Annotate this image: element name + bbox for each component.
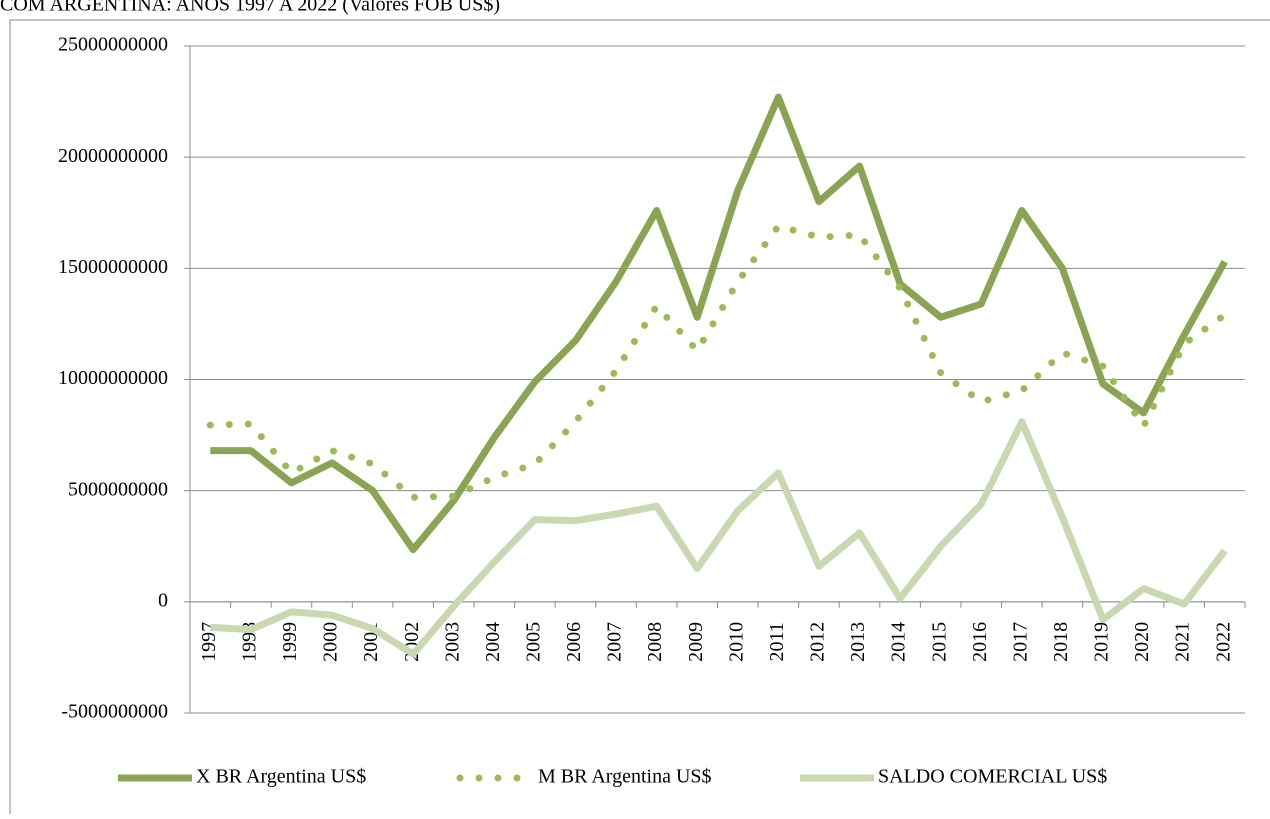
- x-tick-label: 2020: [1131, 622, 1153, 662]
- x-tick-label: 2009: [685, 622, 707, 662]
- x-tick-label: 2004: [482, 622, 504, 662]
- x-tick-label: 1997: [198, 622, 220, 662]
- series-line: [210, 93, 1228, 554]
- y-tick-label: 20000000000: [58, 145, 168, 167]
- x-tick-label: 2018: [1050, 622, 1072, 662]
- x-tick-label: 2022: [1212, 622, 1234, 662]
- x-tick-label: 2015: [928, 622, 950, 662]
- x-tick-label: 2008: [644, 622, 666, 662]
- series-line: [210, 418, 1228, 658]
- y-tick-label: 0: [158, 589, 168, 611]
- x-tick-label: 2003: [441, 622, 463, 662]
- legend-label: M BR Argentina US$: [538, 766, 712, 788]
- y-tick-label: -5000000000: [61, 701, 168, 723]
- x-tick-label: 2000: [320, 622, 342, 662]
- x-tick-label: 2011: [766, 622, 788, 661]
- x-tick-label: 2016: [969, 622, 991, 662]
- y-tick-label: 15000000000: [58, 256, 168, 278]
- y-tick-label: 5000000000: [68, 478, 168, 500]
- x-tick-label: 2021: [1172, 622, 1194, 662]
- x-tick-label: 2005: [522, 622, 544, 662]
- x-tick-label: 2010: [725, 622, 747, 662]
- series-line: [206, 222, 1229, 501]
- chart-border: [9, 19, 1270, 819]
- x-tick-label: 2019: [1091, 622, 1113, 662]
- legend-label: SALDO COMERCIAL US$: [878, 766, 1107, 788]
- y-tick-label: 25000000000: [58, 34, 168, 56]
- x-tick-label: 2006: [563, 622, 585, 662]
- y-tick-label: 10000000000: [58, 367, 168, 389]
- x-tick-label: 1999: [279, 622, 301, 662]
- x-tick-label: 2007: [604, 622, 626, 662]
- x-tick-label: 2014: [888, 622, 910, 662]
- x-tick-label: 2013: [847, 622, 869, 662]
- x-tick-label: 2012: [807, 622, 829, 662]
- x-tick-label: 2017: [1009, 622, 1031, 662]
- legend-label: X BR Argentina US$: [196, 766, 366, 788]
- chart-title: COM ARGENTINA: ANOS 1997 A 2022 (Valores…: [0, 0, 500, 16]
